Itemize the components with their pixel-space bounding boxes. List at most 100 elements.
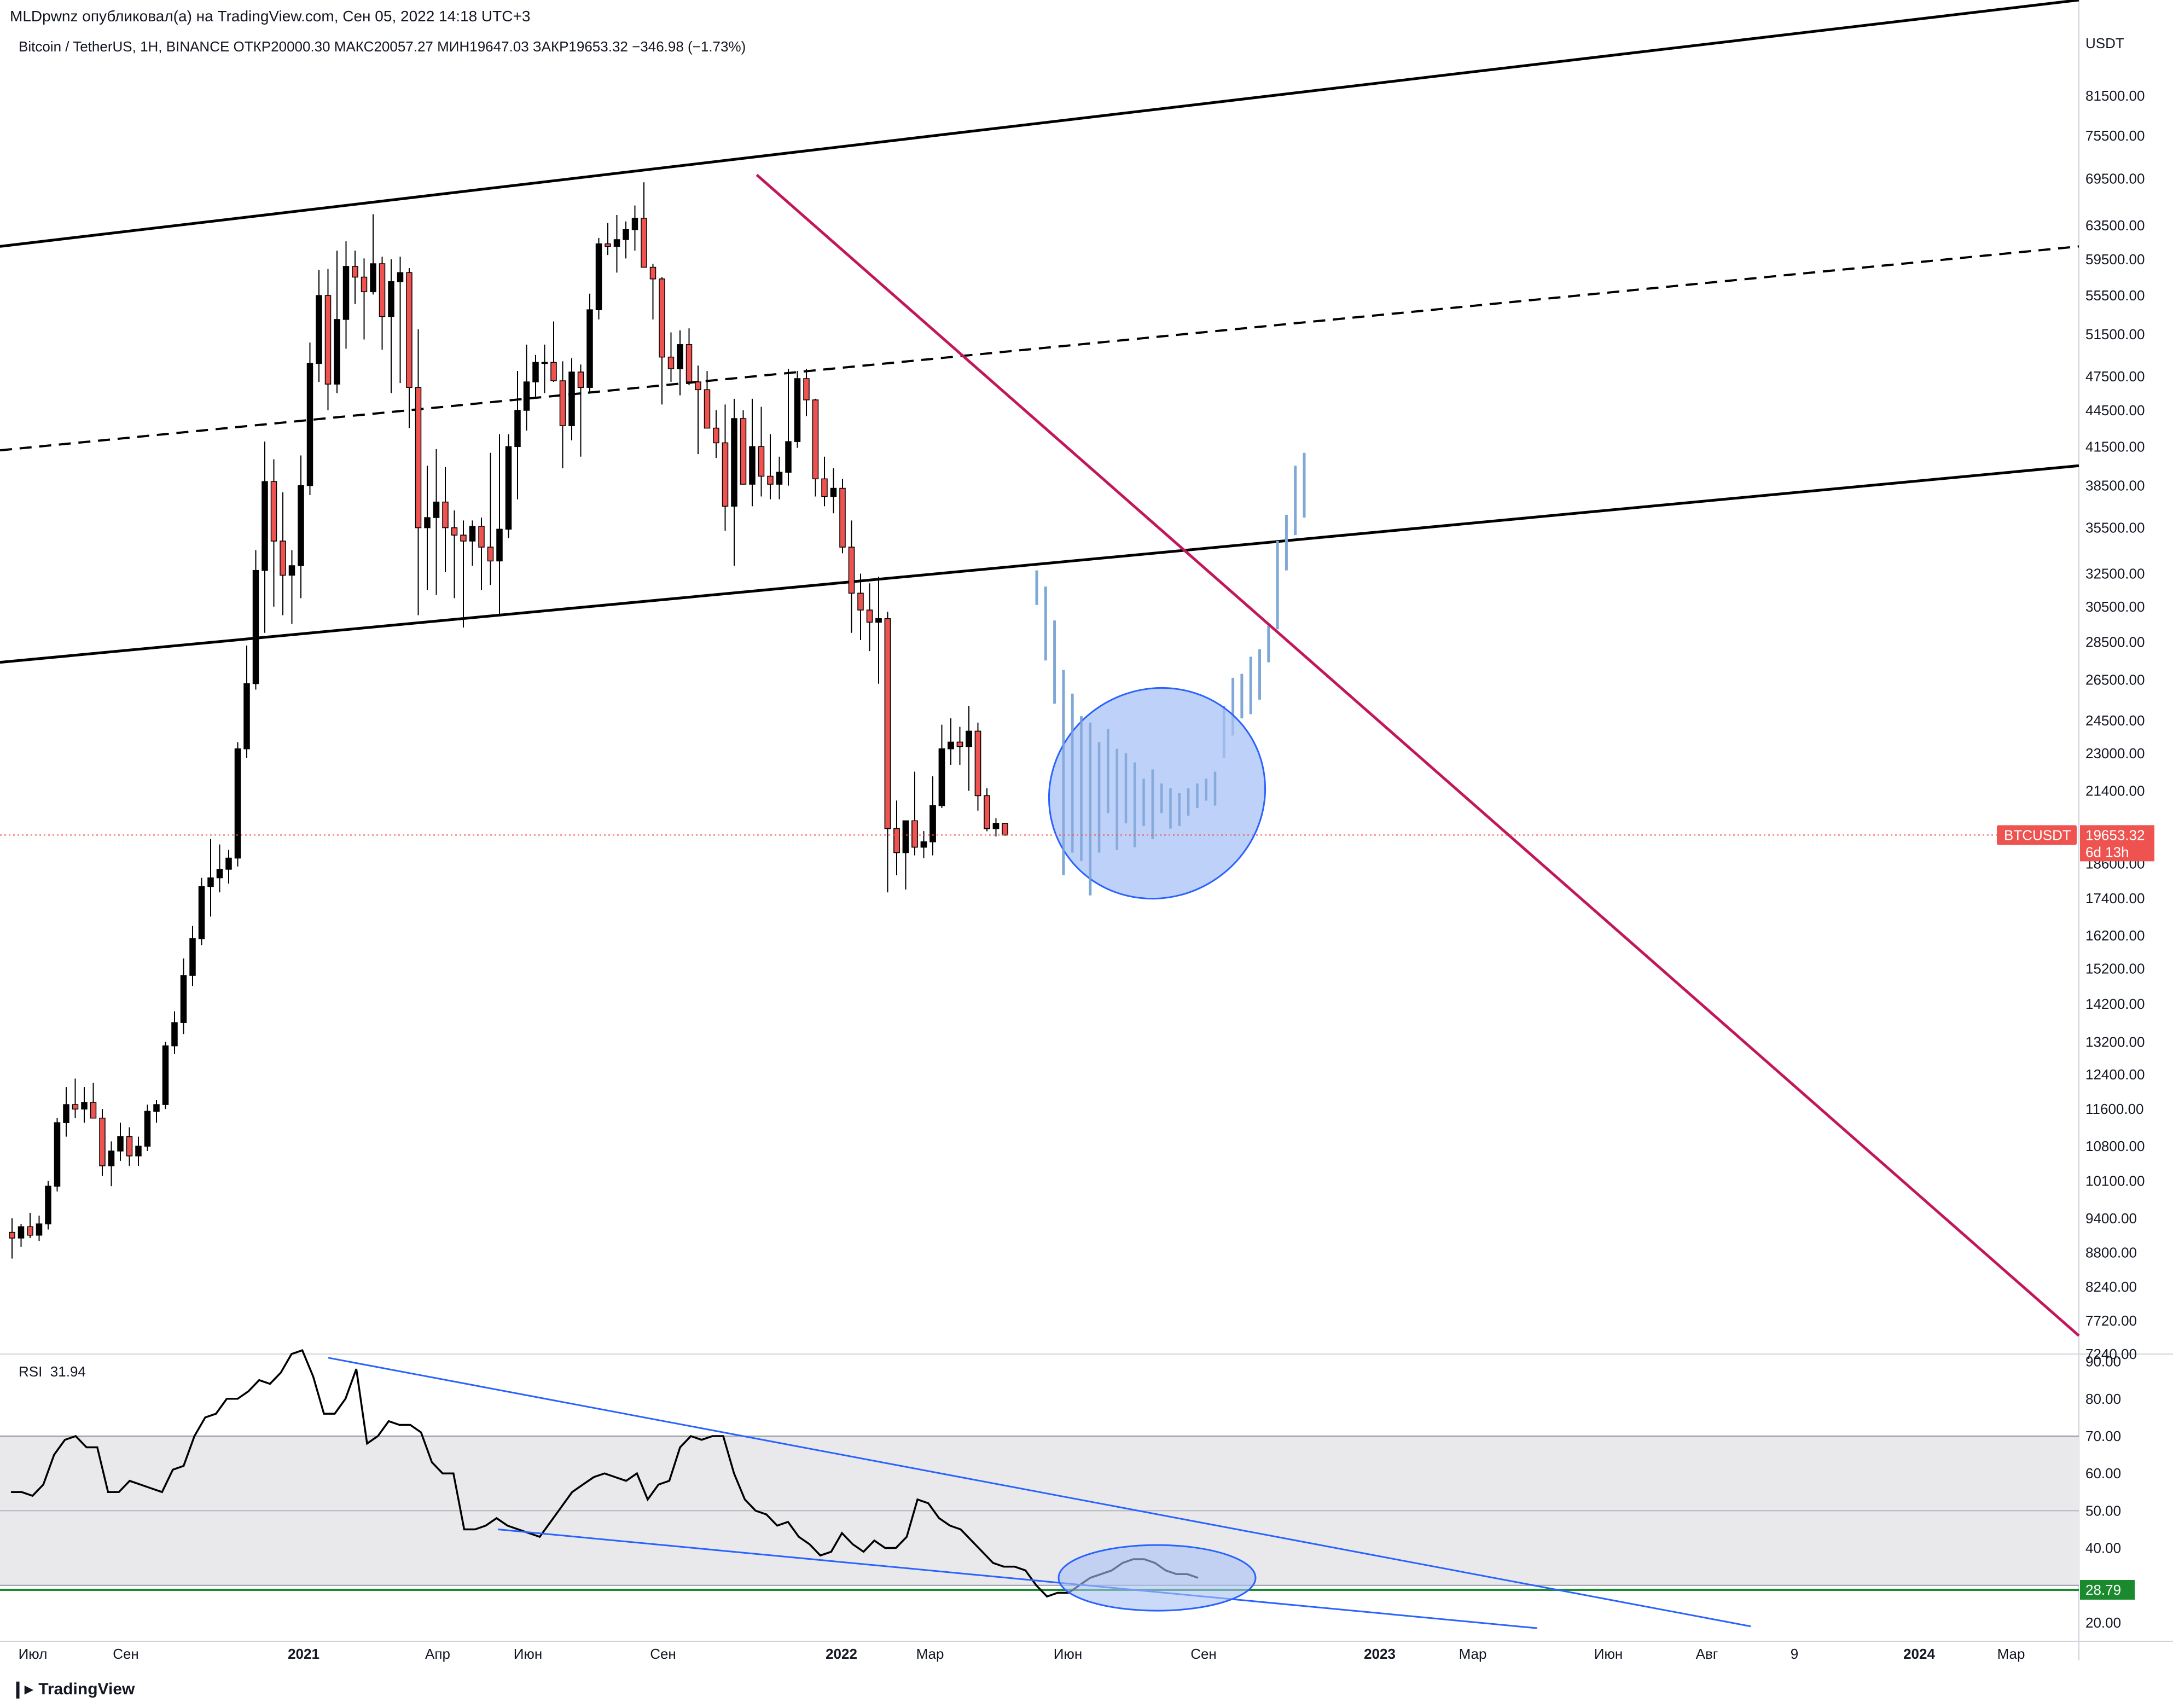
candle-body — [144, 1111, 151, 1147]
price-tick-label: 41500.00 — [2085, 438, 2145, 455]
time-tick-label: Мар — [1459, 1646, 1487, 1662]
candle-body — [108, 1151, 115, 1166]
candle-body — [848, 547, 855, 594]
rsi-tick-label: 90.00 — [2085, 1353, 2121, 1370]
candle-body — [63, 1104, 69, 1123]
descending-trendline — [756, 173, 2080, 1337]
rsi-tick-label: 40.00 — [2085, 1540, 2121, 1556]
time-tick-label: 2022 — [826, 1646, 857, 1662]
time-tick-label: Июн — [514, 1646, 543, 1662]
time-tick-label: Сен — [1190, 1646, 1217, 1662]
last-price-tag — [2080, 825, 2154, 862]
time-tick-label: Сен — [113, 1646, 139, 1662]
candle-body — [433, 501, 440, 518]
candle-body — [523, 381, 530, 411]
candle-body — [496, 528, 503, 562]
rsi-highlight-ellipse — [1058, 1544, 1257, 1612]
candle-body — [758, 446, 765, 477]
time-tick-label: Июн — [1594, 1646, 1623, 1662]
price-tick-label: 11600.00 — [2085, 1101, 2144, 1117]
rsi-tick-label: 20.00 — [2085, 1614, 2121, 1631]
candle-body — [45, 1186, 51, 1224]
rsi-pane[interactable] — [0, 1349, 2079, 1629]
candle-body — [821, 478, 828, 497]
candle-body — [298, 485, 304, 566]
candle-body — [884, 618, 891, 829]
candle-body — [334, 319, 340, 385]
price-pane[interactable] — [0, 0, 2080, 1337]
candle-body — [667, 356, 675, 369]
candle-body — [623, 229, 629, 240]
candle-body — [875, 618, 882, 623]
candle-body — [649, 266, 656, 280]
price-tick-label: 14200.00 — [2085, 996, 2145, 1012]
candle-body — [505, 446, 512, 530]
price-tick-label: 10100.00 — [2085, 1173, 2145, 1189]
candle-body — [126, 1136, 133, 1157]
rsi-label-text: RSI — [19, 1363, 43, 1380]
time-tick-label: Мар — [1997, 1646, 2025, 1662]
candle-body — [984, 795, 990, 829]
candle-body — [974, 730, 981, 797]
candle-body — [460, 535, 467, 542]
candle-body — [577, 371, 584, 388]
price-axis-unit: USDT — [2085, 35, 2124, 51]
price-tick-label: 51500.00 — [2085, 326, 2145, 342]
time-tick-label: 2024 — [1903, 1646, 1935, 1662]
price-tick-label: 81500.00 — [2085, 88, 2145, 104]
rsi-lower-trendline — [497, 1528, 1538, 1629]
candle-body — [9, 1231, 15, 1239]
candle-body — [767, 475, 774, 485]
candle-body — [207, 877, 214, 887]
candle-body — [361, 276, 368, 293]
tradingview-logo-text: TradingView — [38, 1680, 135, 1698]
candle-body — [541, 362, 548, 364]
candle-body — [803, 378, 810, 400]
price-tick-label: 47500.00 — [2085, 368, 2145, 385]
candle-body — [550, 362, 557, 381]
candle-body — [893, 828, 900, 853]
rsi-line — [11, 1349, 1199, 1598]
channel-mid-dashed-line — [0, 245, 2079, 452]
symbol-tag — [1997, 825, 2077, 845]
candle-body — [162, 1045, 169, 1105]
price-tick-label: 26500.00 — [2085, 671, 2145, 688]
rsi-tick-label: 50.00 — [2085, 1502, 2121, 1519]
time-tick-label: Июн — [1054, 1646, 1083, 1662]
candle-body — [613, 239, 620, 247]
candle-body — [252, 570, 259, 684]
candle-body — [722, 442, 729, 507]
time-tick-label: 2021 — [288, 1646, 319, 1662]
candle-body — [586, 309, 593, 388]
last-price-countdown: 6d 13h — [2085, 844, 2129, 860]
time-tick-label: Апр — [425, 1646, 450, 1662]
candle-body — [442, 501, 449, 528]
candle-body — [568, 371, 575, 426]
candle-body — [920, 841, 927, 848]
time-tick-label: 9 — [1791, 1646, 1798, 1662]
candle-body — [135, 1146, 142, 1157]
price-tick-label: 69500.00 — [2085, 170, 2145, 187]
candle-body — [36, 1223, 43, 1236]
published-text: MLDpwnz опубликовал(а) на TradingView.co… — [10, 8, 531, 25]
candle-body — [324, 295, 332, 385]
channel-upper-line — [0, 0, 2079, 248]
candle-body — [189, 938, 196, 976]
candle-body — [812, 399, 819, 480]
price-tick-label: 16200.00 — [2085, 927, 2145, 944]
candle-body — [749, 446, 756, 485]
candle-body — [415, 387, 422, 528]
tradingview-logo[interactable]: ❙▸ TradingView — [11, 1680, 135, 1699]
candle-body — [280, 541, 286, 576]
candle-body — [388, 281, 394, 317]
candle-body — [929, 805, 936, 843]
symbol-tag-text: BTCUSDT — [2004, 827, 2071, 843]
symbol-legend[interactable]: Bitcoin / TetherUS, 1H, BINANCE ОТКР2000… — [19, 38, 746, 55]
candle-body — [1002, 823, 1008, 836]
candle-body — [18, 1226, 25, 1239]
candle-body — [487, 547, 494, 562]
price-tick-label: 12400.00 — [2085, 1066, 2145, 1083]
candle-body — [469, 526, 476, 542]
rsi-legend[interactable]: RSI 31.94 — [19, 1363, 86, 1380]
